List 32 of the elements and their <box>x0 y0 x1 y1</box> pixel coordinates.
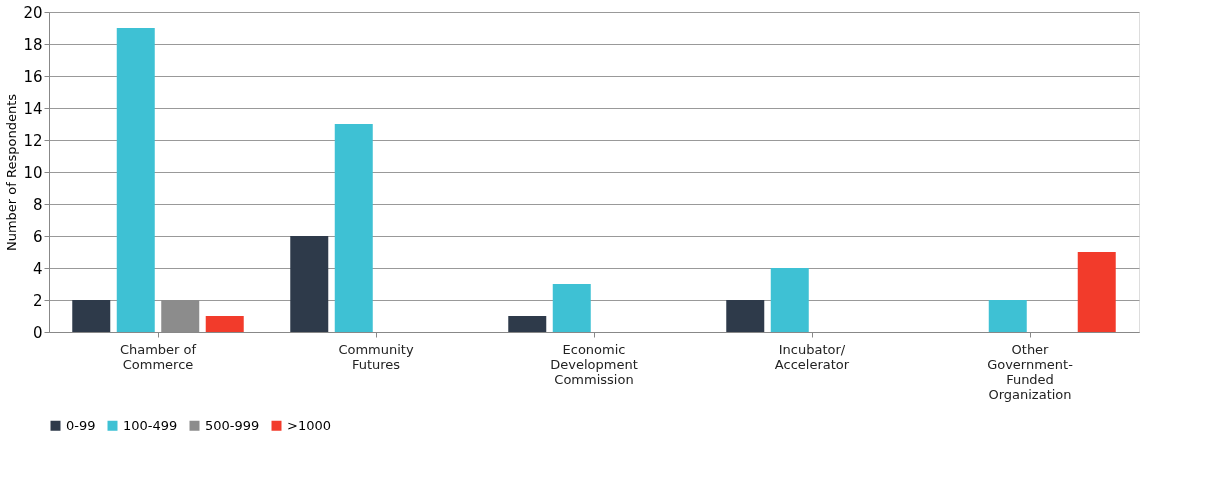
bar <box>205 316 244 332</box>
legend-label: 0-99 <box>66 417 96 433</box>
y-axis-title: Number of Respondents <box>4 93 20 252</box>
x-tick-label: Chamber of Commerce <box>119 341 197 372</box>
legend-label: 100-499 <box>123 417 178 433</box>
bar <box>726 300 765 332</box>
y-tick-label: 6 <box>32 227 43 246</box>
bar <box>116 28 155 332</box>
legend-label: >1000 <box>287 417 331 433</box>
y-tick-label: 16 <box>23 67 43 86</box>
x-tick-label: Community Futures <box>338 341 414 372</box>
x-tick-label: Economic Development Commission <box>550 341 638 387</box>
y-tick-label: 12 <box>23 131 43 150</box>
y-tick-label: 10 <box>23 163 43 182</box>
y-tick-label: 20 <box>23 3 43 22</box>
y-tick-label: 2 <box>32 291 43 310</box>
bar <box>988 300 1027 332</box>
x-tick-label: Other Government- Funded Organization <box>987 341 1074 402</box>
legend-label: 500-999 <box>205 417 260 433</box>
bar <box>1077 252 1116 332</box>
bar <box>552 284 591 332</box>
y-tick-label: 14 <box>23 99 43 118</box>
x-tick-label: Incubator/ Accelerator <box>774 341 850 372</box>
bar <box>334 124 373 332</box>
y-tick-label: 4 <box>32 259 43 278</box>
bar <box>770 268 809 332</box>
bar <box>72 300 111 332</box>
y-tick-label: 8 <box>32 195 43 214</box>
y-tick-label: 0 <box>32 323 43 342</box>
bar <box>290 236 329 332</box>
bar <box>508 316 547 332</box>
y-tick-label: 18 <box>23 35 43 54</box>
